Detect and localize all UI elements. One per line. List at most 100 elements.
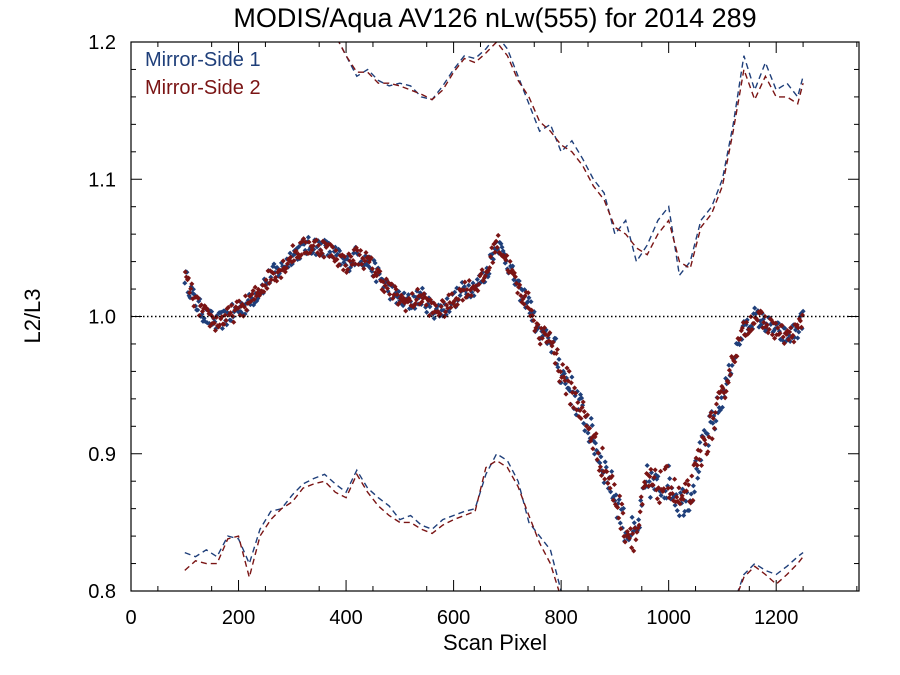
data-point-mirror-side-1 [676,513,682,519]
data-point-mirror-side-2 [377,268,383,274]
data-point-mirror-side-1 [629,514,635,520]
data-point-mirror-side-2 [396,300,402,306]
data-point-mirror-side-2 [288,254,294,260]
data-point-mirror-side-2 [454,302,460,308]
data-point-mirror-side-2 [749,326,755,333]
data-point-mirror-side-2 [336,262,342,268]
data-point-mirror-side-2 [298,252,304,258]
y-tick-label: 1.0 [88,307,116,329]
data-point-mirror-side-1 [444,296,450,302]
y-tick-labels: 0.8 0.9 1.0 1.1 1.2 [88,32,116,603]
data-point-mirror-side-2 [230,313,236,319]
lower-bound-mirror-side-2 [184,459,804,591]
data-point-mirror-side-2 [769,332,775,338]
data-point-mirror-side-1 [561,371,567,377]
data-point-mirror-side-2 [574,407,580,413]
data-point-mirror-side-1 [296,244,302,250]
data-point-mirror-side-2 [438,304,444,310]
data-point-mirror-side-2 [668,485,674,491]
data-point-mirror-side-2 [552,360,558,366]
data-point-mirror-side-2 [622,539,628,545]
data-point-mirror-side-2 [412,300,418,307]
data-point-mirror-side-2 [665,485,671,491]
data-point-mirror-side-2 [564,365,570,371]
data-point-mirror-side-2 [696,456,702,463]
data-point-mirror-side-2 [562,378,568,384]
data-point-mirror-side-2 [596,467,602,474]
data-point-mirror-side-2 [740,320,746,326]
legend-item-mirror-side-1: Mirror-Side 1 [145,49,261,71]
x-tick-label: 1000 [646,607,691,629]
data-point-mirror-side-2 [389,281,395,287]
data-point-mirror-side-2 [391,292,397,298]
x-tick-label: 200 [222,607,255,629]
data-point-mirror-side-1 [688,491,694,497]
data-point-mirror-side-2 [507,258,513,264]
data-point-mirror-side-2 [487,265,493,271]
data-point-mirror-side-1 [636,517,642,523]
data-point-mirror-side-1 [271,261,277,267]
data-point-mirror-side-2 [423,302,429,308]
data-point-mirror-side-1 [609,468,615,475]
data-point-mirror-side-2 [781,340,787,346]
data-point-mirror-side-2 [620,510,626,516]
data-point-mirror-side-2 [211,320,217,326]
x-tick-label: 0 [125,607,136,629]
data-point-mirror-side-2 [619,501,625,507]
data-point-mirror-side-1 [644,462,650,469]
data-point-mirror-side-2 [633,537,639,543]
data-point-mirror-side-2 [350,258,356,264]
data-point-mirror-side-2 [539,335,545,341]
data-point-mirror-side-1 [555,364,561,370]
data-point-mirror-side-2 [766,326,772,332]
data-point-mirror-side-2 [556,378,563,385]
data-point-mirror-side-2 [221,321,227,327]
data-point-mirror-side-2 [413,297,420,303]
data-point-mirror-side-2 [310,243,316,249]
data-point-mirror-side-2 [494,244,500,250]
data-point-mirror-side-2 [236,298,242,304]
data-point-mirror-side-1 [681,512,687,518]
data-point-mirror-side-2 [182,269,188,275]
data-point-mirror-side-1 [461,284,467,290]
data-point-mirror-side-2 [492,249,498,255]
data-point-mirror-side-2 [651,474,657,480]
legend-item-mirror-side-2: Mirror-Side 2 [145,77,261,99]
data-point-mirror-side-2 [347,258,353,264]
data-point-mirror-side-1 [372,260,378,266]
data-point-mirror-side-2 [242,293,249,299]
data-point-mirror-side-1 [510,263,516,269]
data-point-mirror-side-2 [407,297,413,304]
data-point-mirror-side-2 [599,445,606,451]
data-point-mirror-side-2 [340,267,346,273]
x-axis-label: Scan Pixel [443,630,547,655]
data-point-mirror-side-2 [225,304,231,310]
data-point-mirror-side-2 [475,288,481,294]
data-point-mirror-side-2 [537,341,543,347]
chart-title: MODIS/Aqua AV126 nLw(555) for 2014 289 [233,3,756,33]
data-point-mirror-side-1 [588,415,594,421]
data-point-mirror-side-2 [319,250,325,256]
data-point-mirror-side-2 [569,390,575,396]
data-point-mirror-side-2 [798,324,805,330]
data-point-mirror-side-2 [702,437,708,443]
data-point-mirror-side-2 [490,260,496,266]
data-point-mirror-side-2 [268,277,274,283]
data-point-mirror-side-2 [780,334,786,340]
data-point-mirror-side-2 [282,269,288,275]
y-tick-label: 0.8 [88,581,116,603]
data-point-mirror-side-2 [361,266,367,272]
data-point-mirror-side-2 [566,368,572,374]
data-point-mirror-side-2 [187,290,193,296]
data-point-mirror-side-2 [415,286,421,292]
data-point-mirror-side-2 [715,395,721,401]
data-point-mirror-side-2 [455,296,461,302]
data-point-mirror-side-1 [697,439,703,445]
data-point-mirror-side-2 [252,284,258,290]
data-point-mirror-side-2 [538,325,544,331]
data-point-mirror-side-2 [680,496,686,502]
data-point-mirror-side-2 [723,388,729,394]
data-point-mirror-side-2 [482,273,488,279]
data-point-mirror-side-2 [515,290,521,296]
